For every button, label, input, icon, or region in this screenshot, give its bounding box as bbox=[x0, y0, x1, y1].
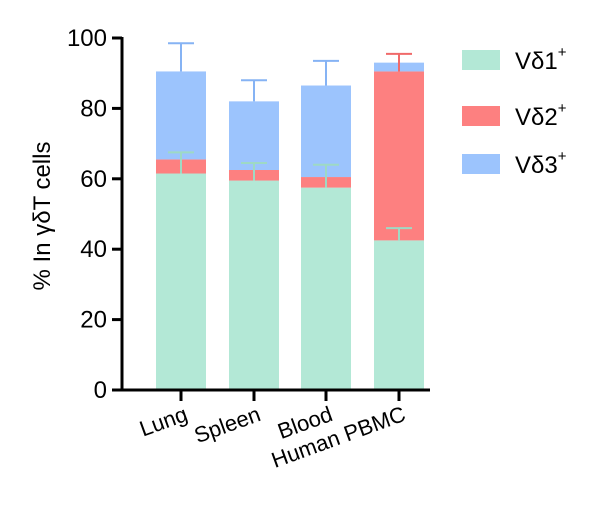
y-axis-label: % In γδT cells bbox=[29, 142, 56, 291]
legend-label-1: Vδ1+ bbox=[515, 44, 567, 75]
legend-swatch-1 bbox=[462, 50, 500, 70]
bar-3-lung bbox=[156, 71, 206, 160]
y-tick-label: 0 bbox=[94, 377, 107, 404]
bar-3-blood bbox=[301, 85, 351, 178]
y-tick-label: 100 bbox=[67, 25, 107, 52]
y-tick-label: 80 bbox=[80, 95, 107, 122]
y-tick-label: 60 bbox=[80, 166, 107, 193]
x-tick-label: Lung bbox=[136, 401, 191, 441]
error-bars-layer bbox=[168, 42, 412, 241]
legend: Vδ1+ Vδ2+ Vδ3+ bbox=[462, 44, 567, 179]
x-tick-label: Spleen bbox=[191, 401, 264, 448]
bars-layer bbox=[156, 62, 424, 390]
bar-1-spleen bbox=[229, 180, 279, 390]
legend-swatch-2 bbox=[462, 106, 500, 126]
y-tick-label: 20 bbox=[80, 307, 107, 334]
bar-1-blood bbox=[301, 187, 351, 390]
y-tick-label: 40 bbox=[80, 236, 107, 263]
bar-1-lung bbox=[156, 173, 206, 390]
bar-1-human-pbmc bbox=[374, 240, 424, 390]
bar-2-human-pbmc bbox=[374, 71, 424, 241]
legend-label-2: Vδ2+ bbox=[515, 100, 567, 131]
legend-label-3: Vδ3+ bbox=[515, 148, 567, 179]
legend-swatch-3 bbox=[462, 154, 500, 174]
bar-3-spleen bbox=[229, 101, 279, 170]
